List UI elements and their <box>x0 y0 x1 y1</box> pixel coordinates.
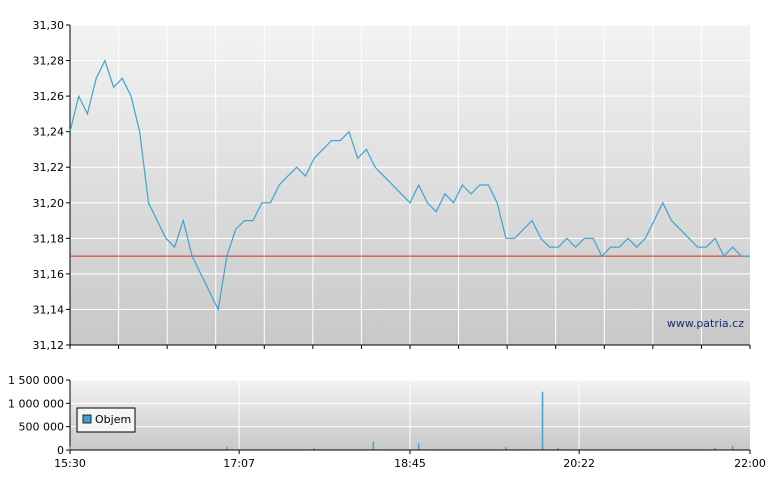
price-y-tick-label: 31,20 <box>33 197 65 210</box>
legend-label: Objem <box>95 413 131 426</box>
volume-bar <box>313 448 315 450</box>
price-series-line <box>69 59 750 312</box>
volume-bar <box>372 441 375 450</box>
price-y-tick-label: 31,28 <box>33 55 65 68</box>
volume-x-tick-label: 22:00 <box>734 457 766 470</box>
volume-bar <box>714 447 716 450</box>
volume-bar <box>417 443 420 450</box>
watermark: www.patria.cz <box>667 317 744 330</box>
volume-bar <box>226 447 228 450</box>
price-y-tick-label: 31,16 <box>33 268 65 281</box>
legend-swatch <box>82 414 92 424</box>
volume-x-tick-label: 15:30 <box>54 457 86 470</box>
price-x-ticks <box>69 344 751 349</box>
volume-bar <box>69 446 71 450</box>
price-y-tick-label: 31,22 <box>33 161 65 174</box>
price-y-tick-label: 31,26 <box>33 90 65 103</box>
price-y-tick-label: 31,30 <box>33 19 65 32</box>
volume-x-tick-label: 20:22 <box>563 457 595 470</box>
volume-bars <box>69 391 734 450</box>
volume-y-tick-label: 500 000 <box>19 421 65 434</box>
volume-bar <box>731 445 734 450</box>
volume-y-axis: 1 500 000 1 000 000 500 000 0 <box>8 374 71 457</box>
price-y-tick-label: 31,12 <box>33 339 65 352</box>
volume-y-tick-label: 1 000 000 <box>8 397 64 410</box>
volume-y-tick-label: 1 500 000 <box>8 374 64 387</box>
price-y-tick-label: 31,24 <box>33 126 65 139</box>
volume-x-axis: 15:30 17:07 18:45 20:22 22:00 <box>54 449 766 470</box>
volume-y-tick-label: 0 <box>57 444 64 457</box>
volume-bar <box>505 447 507 450</box>
legend: Objem <box>76 407 136 433</box>
volume-x-tick-label: 17:07 <box>223 457 255 470</box>
volume-panel: 1 500 000 1 000 000 500 000 0 15:30 17:07 18:… <box>8 374 766 470</box>
price-y-axis: 31,30 31,28 31,26 31,24 31,22 31,20 31,18 31,16… <box>33 19 71 352</box>
volume-bar <box>557 448 559 450</box>
price-y-tick-label: 31,18 <box>33 232 65 245</box>
volume-bar <box>541 391 544 450</box>
price-panel: 31,30 31,28 31,26 31,24 31,22 31,20 31,18 31,16… <box>33 19 751 352</box>
price-y-tick-label: 31,14 <box>33 303 65 316</box>
volume-x-tick-label: 18:45 <box>394 457 426 470</box>
